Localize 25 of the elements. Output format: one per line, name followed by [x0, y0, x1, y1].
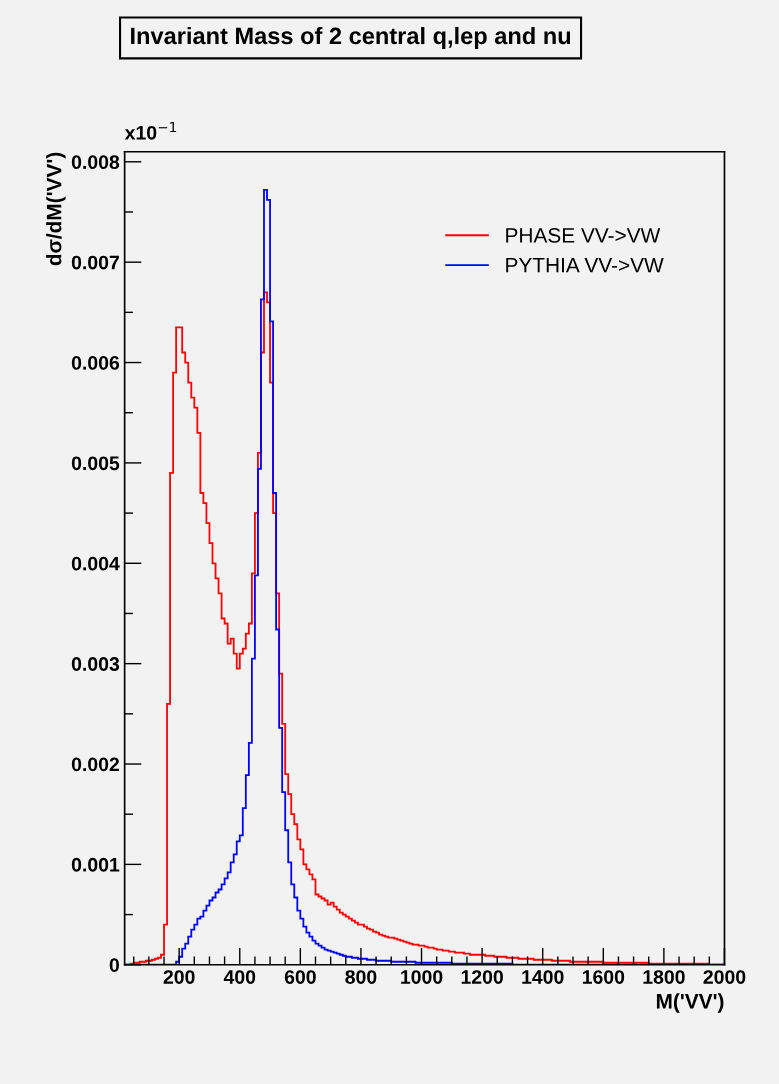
x-tick-label: 400	[223, 970, 256, 984]
x-axis-title: M('VV')	[656, 993, 724, 1013]
y-tick-label: 0.002	[71, 757, 119, 772]
x-tick-label: 600	[284, 970, 316, 984]
chart-title: Invariant Mass of 2 central q,lep and nu	[131, 26, 571, 49]
x-tick-label: 2000	[703, 970, 746, 984]
x-tick-label: 1000	[401, 970, 443, 984]
y-tick-label: 0	[109, 958, 119, 972]
x-tick-label: 200	[163, 970, 195, 984]
legend-label: PHASE VV->VW	[506, 227, 661, 243]
text: x10$^{−1}$	[124, 122, 177, 140]
x-tick-label: 800	[345, 970, 377, 984]
x-tick-label: 1600	[582, 970, 625, 984]
legend-label: PYTHIA VV->VW	[506, 258, 664, 273]
y-tick-label: 0.004	[71, 556, 120, 571]
y-tick-label: 0.001	[71, 857, 120, 872]
y-tick-label: 0.006	[71, 356, 120, 370]
y-tick-label: 0.005	[71, 456, 120, 471]
x-tick-label: 1400	[522, 970, 564, 984]
y-axis-title: dσ/dM('VV')	[46, 152, 66, 266]
x-tick-label: 1800	[643, 970, 685, 984]
y-tick-label: 0.003	[71, 657, 120, 671]
y-tick-label: 0.007	[71, 255, 119, 270]
x-tick-label: 1200	[461, 970, 503, 984]
y-tick-label: 0.008	[71, 155, 120, 170]
